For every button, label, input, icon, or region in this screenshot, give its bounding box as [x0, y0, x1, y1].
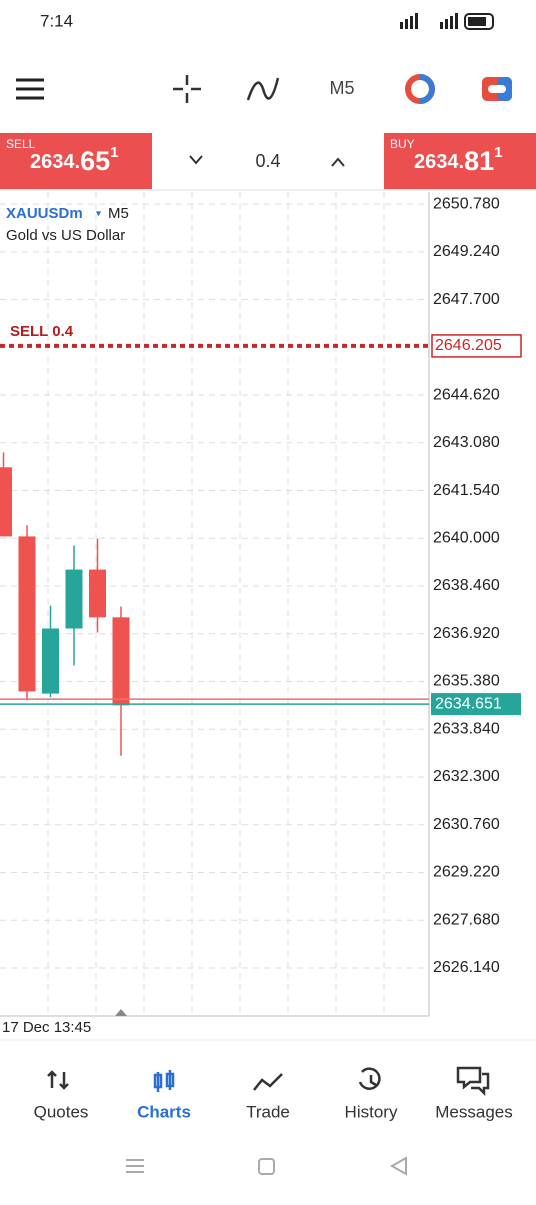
nav-icon	[253, 1073, 283, 1091]
price-tick-label: 2644.620	[433, 386, 500, 403]
symbol[interactable]: XAUUSDm	[6, 205, 83, 222]
trade-button[interactable]	[482, 77, 512, 101]
price-sup: 1	[494, 144, 502, 161]
price-tick-label: 2649.240	[433, 243, 500, 260]
objects-button[interactable]	[405, 74, 435, 104]
symbol-arrow: ▾	[96, 209, 101, 220]
time-marker	[115, 1009, 127, 1016]
price-tick-label: 2641.540	[433, 482, 500, 499]
lot-down[interactable]	[189, 155, 203, 165]
buy-price: 2634.811	[414, 144, 502, 176]
bid-price-label: 2634.651	[435, 695, 502, 712]
price-tick-label: 2640.000	[433, 529, 500, 546]
nav-item[interactable]: Messages	[435, 1102, 512, 1121]
price-big: 81	[464, 146, 494, 176]
buy-label: BUY	[390, 137, 415, 151]
indicators-button[interactable]	[246, 77, 280, 101]
candle-body	[42, 628, 59, 694]
crosshair-button[interactable]	[173, 75, 201, 103]
candle-body	[18, 536, 36, 692]
price-tick-label: 2636.920	[433, 625, 500, 642]
system-nav	[126, 1156, 407, 1176]
order-price-box	[431, 334, 522, 358]
lot-up[interactable]	[331, 157, 345, 167]
price-tick-label: 2647.700	[433, 291, 500, 308]
nav-item[interactable]: Trade	[246, 1102, 290, 1121]
sell-price: 2634.651	[30, 144, 118, 176]
candle-body	[89, 569, 106, 618]
nav-icon	[153, 1070, 175, 1092]
price-tick-label: 2632.300	[433, 768, 500, 785]
order-price-label: 2646.205	[435, 337, 502, 354]
price-main: 2634.	[414, 151, 464, 173]
price-tick-label: 2629.220	[433, 864, 500, 881]
status-time: 7:14	[40, 11, 73, 30]
nav-icon	[358, 1067, 381, 1090]
bid-price-box	[431, 693, 521, 716]
timeframe-button[interactable]: M5	[329, 78, 354, 98]
candle-body	[112, 617, 130, 706]
status-icons	[400, 13, 494, 30]
sell-button[interactable]	[0, 133, 152, 189]
candle-body	[65, 569, 83, 629]
price-tick-label: 2630.760	[433, 816, 500, 833]
lot-size[interactable]: 0.4	[255, 151, 280, 171]
candle-body	[0, 467, 12, 537]
price-tick-label: 2638.460	[433, 577, 500, 594]
nav-item[interactable]: Charts	[137, 1102, 191, 1121]
menu-button[interactable]	[16, 78, 44, 100]
price-tick-label: 2627.680	[433, 911, 500, 928]
price-tick-label: 2643.080	[433, 434, 500, 451]
chart-timeframe: M5	[108, 205, 129, 222]
buy-button[interactable]	[384, 133, 536, 189]
price-main: 2634.	[30, 151, 80, 173]
price-tick-label: 2635.380	[433, 673, 500, 690]
nav-icon	[47, 1070, 69, 1090]
price-tick-label: 2633.840	[433, 720, 500, 737]
nav-item[interactable]: History	[345, 1102, 398, 1121]
time-label: 17 Dec 13:45	[2, 1019, 91, 1036]
price-tick-label: 2626.140	[433, 959, 500, 976]
nav-item[interactable]: Quotes	[34, 1102, 89, 1121]
order-label: SELL 0.4	[10, 323, 74, 340]
symbol-description: Gold vs US Dollar	[6, 227, 125, 244]
price-sup: 1	[110, 144, 118, 161]
sell-label: SELL	[6, 137, 36, 151]
price-tick-label: 2650.780	[433, 195, 500, 212]
nav-icon	[456, 1066, 490, 1097]
price-big: 65	[80, 146, 110, 176]
